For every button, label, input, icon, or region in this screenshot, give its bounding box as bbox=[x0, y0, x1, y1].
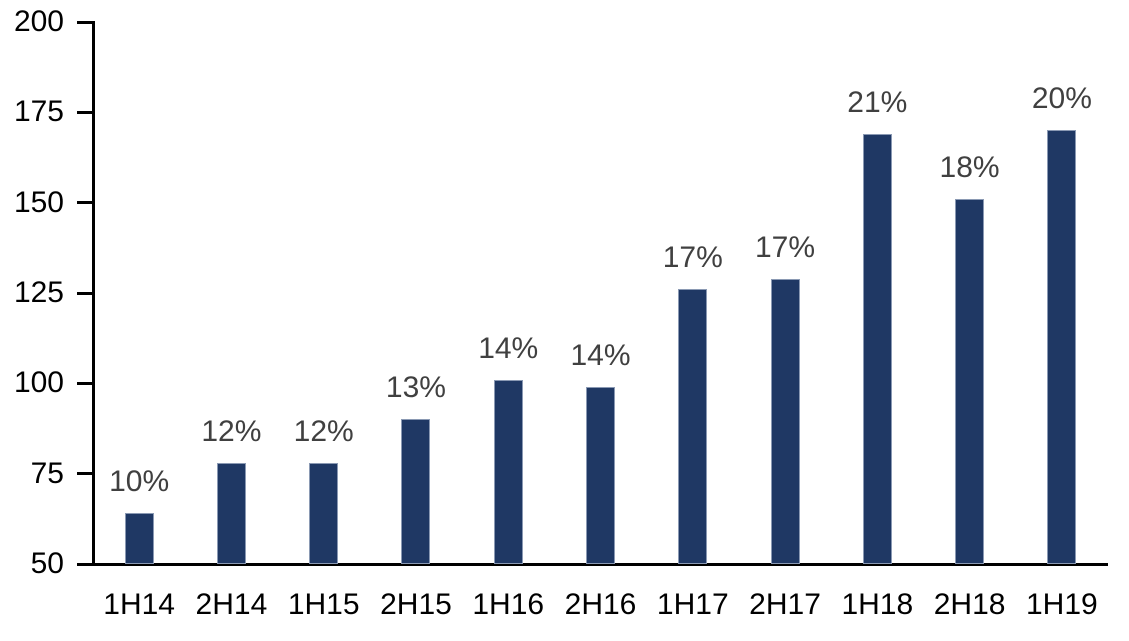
bar bbox=[216, 462, 246, 564]
bar bbox=[862, 134, 892, 564]
y-axis-tick bbox=[77, 110, 93, 114]
bar bbox=[770, 278, 800, 564]
y-axis-tick bbox=[77, 291, 93, 295]
x-axis-tick-label: 2H14 bbox=[195, 588, 268, 621]
bar-value-label: 20% bbox=[1031, 82, 1092, 116]
x-axis-tick-label: 2H17 bbox=[749, 588, 821, 621]
y-axis-tick bbox=[77, 472, 93, 476]
x-axis-tick-label: 1H19 bbox=[1026, 588, 1098, 621]
bar bbox=[124, 513, 154, 564]
bar bbox=[493, 379, 523, 564]
x-axis-tick-label: 1H16 bbox=[472, 588, 545, 621]
y-axis-tick-label: 200 bbox=[13, 5, 64, 38]
x-axis-tick-label: 2H18 bbox=[933, 588, 1006, 621]
y-axis-tick bbox=[77, 20, 93, 24]
bar bbox=[309, 462, 339, 564]
bar-value-label: 21% bbox=[847, 86, 908, 119]
bar bbox=[1047, 130, 1077, 564]
y-axis-line bbox=[92, 21, 95, 566]
bar bbox=[955, 199, 985, 564]
y-axis-tick-label: 50 bbox=[30, 547, 64, 580]
y-axis-tick-label: 100 bbox=[13, 366, 64, 400]
bar-value-label: 14% bbox=[478, 331, 539, 365]
y-axis-tick bbox=[77, 201, 93, 205]
y-axis-tick-label: 175 bbox=[13, 95, 64, 129]
bar-value-label: 17% bbox=[755, 230, 816, 264]
bar-value-label: 12% bbox=[201, 414, 262, 448]
y-axis-tick bbox=[77, 381, 93, 385]
bar-value-label: 18% bbox=[939, 151, 1000, 185]
y-axis-tick-label: 150 bbox=[13, 185, 64, 219]
x-axis-tick-label: 2H16 bbox=[564, 588, 637, 621]
bar bbox=[401, 419, 431, 564]
x-axis-tick-label: 1H18 bbox=[841, 588, 914, 621]
y-axis-tick-label: 125 bbox=[13, 276, 64, 309]
bar-value-label: 13% bbox=[385, 371, 446, 405]
bar-value-label: 12% bbox=[293, 414, 354, 448]
bar-value-label: 10% bbox=[109, 465, 170, 499]
x-axis-tick-label: 1H14 bbox=[103, 588, 175, 621]
x-axis-tick-label: 2H15 bbox=[380, 588, 452, 621]
bar-value-label: 14% bbox=[570, 338, 631, 372]
x-axis-tick-label: 1H17 bbox=[656, 588, 729, 621]
x-axis-tick-label: 1H15 bbox=[287, 588, 360, 621]
bar bbox=[678, 289, 708, 564]
bar bbox=[586, 386, 615, 564]
bar-value-label: 17% bbox=[662, 241, 723, 275]
y-axis-tick-label: 75 bbox=[30, 456, 64, 490]
y-axis-tick bbox=[77, 562, 93, 566]
x-axis-line bbox=[79, 563, 1108, 566]
